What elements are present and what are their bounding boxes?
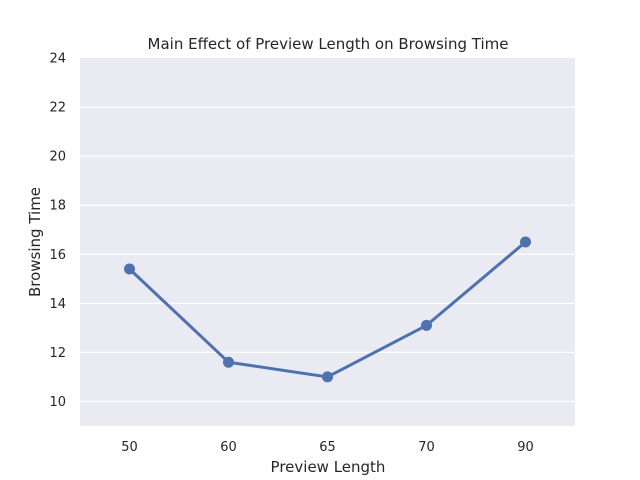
chart-title: Main Effect of Preview Length on Browsin… — [148, 35, 509, 53]
x-tick-labels: 50 60 65 70 90 — [121, 440, 534, 455]
data-point-50 — [124, 263, 135, 275]
y-tick-label: 24 — [49, 52, 66, 67]
y-tick-label: 10 — [49, 395, 66, 410]
y-tick-label: 16 — [49, 248, 66, 263]
x-axis-label: Preview Length — [271, 458, 386, 476]
x-tick-label: 60 — [220, 440, 237, 455]
data-point-65 — [322, 371, 333, 383]
gridlines — [80, 106, 575, 403]
y-tick-label: 20 — [49, 150, 66, 165]
data-point-90 — [520, 236, 531, 248]
x-tick-label: 65 — [319, 440, 336, 455]
y-tick-label: 18 — [49, 199, 66, 214]
y-tick-label: 14 — [49, 297, 66, 312]
y-axis-label: Browsing Time — [26, 187, 44, 297]
y-tick-label: 22 — [49, 101, 66, 116]
x-tick-label: 50 — [121, 440, 138, 455]
series-layer — [124, 236, 531, 383]
x-tick-label: 90 — [517, 440, 534, 455]
data-point-60 — [223, 356, 234, 368]
x-tick-label: 70 — [418, 440, 435, 455]
data-point-70 — [421, 319, 432, 331]
plot-background — [80, 58, 575, 426]
y-tick-labels: 10 12 14 16 18 20 22 24 — [49, 52, 66, 410]
y-tick-label: 12 — [49, 346, 66, 361]
